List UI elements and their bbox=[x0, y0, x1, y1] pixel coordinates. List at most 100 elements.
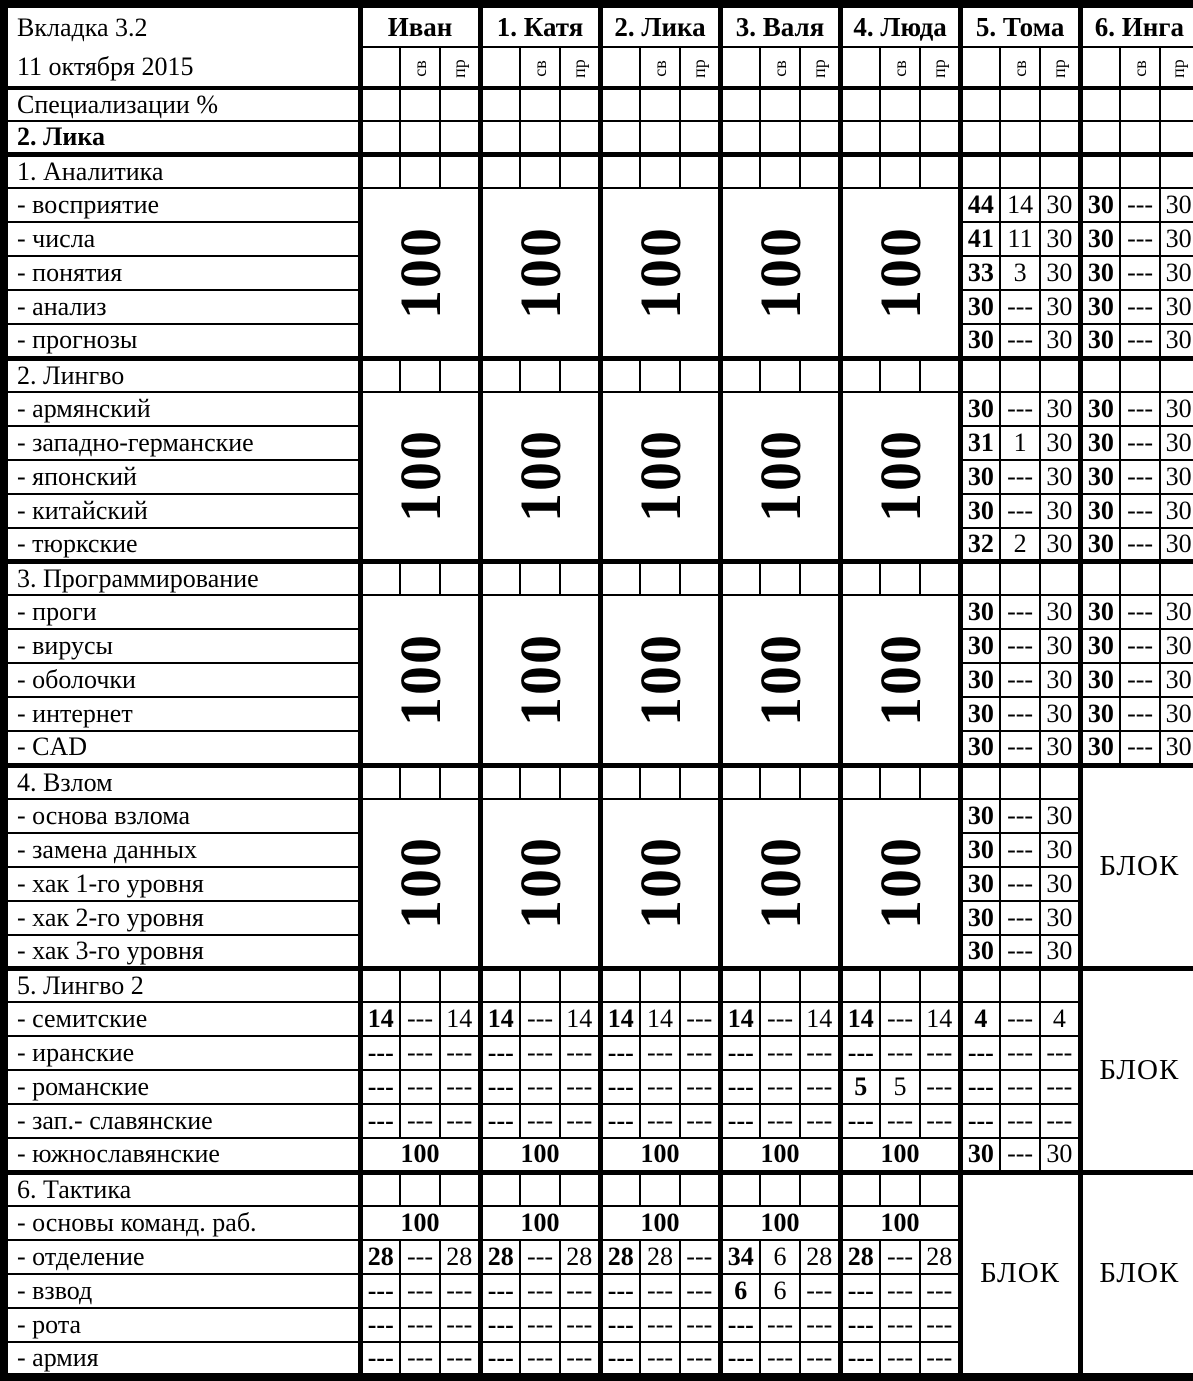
value-cell: 30 bbox=[1159, 323, 1193, 359]
empty-cell bbox=[399, 355, 441, 393]
value-cell: --- bbox=[999, 865, 1042, 902]
value-cell: --- bbox=[477, 1340, 522, 1378]
value-cell: --- bbox=[1119, 323, 1162, 359]
value-cell: --- bbox=[399, 1238, 441, 1275]
subcolumn-header: пр bbox=[1159, 46, 1193, 89]
value-cell: --- bbox=[438, 1306, 482, 1343]
empty-cell bbox=[799, 559, 842, 596]
value-cell: 14 bbox=[799, 1001, 842, 1037]
empty-cell bbox=[357, 762, 401, 800]
value-cell: 30 bbox=[957, 865, 1002, 902]
empty-cell bbox=[837, 966, 882, 1003]
empty-cell bbox=[477, 152, 522, 189]
empty-cell bbox=[519, 355, 562, 393]
empty-cell bbox=[597, 46, 642, 89]
empty-cell bbox=[559, 86, 602, 122]
merged-100-row-cell: 100 bbox=[717, 1204, 842, 1241]
value-cell: 30 bbox=[957, 390, 1002, 427]
value-cell: 30 bbox=[1039, 424, 1082, 461]
value-cell: 30 bbox=[1159, 662, 1193, 698]
value-cell: --- bbox=[519, 1272, 562, 1309]
value-cell: 30 bbox=[957, 696, 1002, 732]
value-cell: --- bbox=[597, 1272, 642, 1309]
subcolumn-header: св bbox=[639, 46, 682, 89]
subcolumn-header: св bbox=[1119, 46, 1162, 89]
row-label: - хак 3-го уровня bbox=[3, 933, 363, 970]
merged-100-row-cell: 100 bbox=[837, 1137, 962, 1173]
rotated-100-label: 100 bbox=[867, 225, 933, 319]
empty-cell bbox=[639, 559, 682, 596]
value-cell: 30 bbox=[1039, 289, 1082, 325]
empty-cell bbox=[1159, 86, 1193, 122]
value-cell: --- bbox=[639, 1272, 682, 1309]
empty-cell bbox=[1159, 355, 1193, 393]
empty-cell bbox=[519, 1169, 562, 1207]
value-cell: --- bbox=[597, 1340, 642, 1378]
row-label: - южнославянские bbox=[3, 1137, 363, 1173]
value-cell: 30 bbox=[1159, 492, 1193, 529]
empty-cell bbox=[957, 762, 1002, 800]
merged-100-cell: 100 bbox=[477, 594, 602, 766]
value-cell: 28 bbox=[597, 1238, 642, 1275]
value-cell: --- bbox=[399, 1035, 441, 1071]
empty-cell bbox=[957, 966, 1002, 1003]
empty-cell bbox=[639, 355, 682, 393]
empty-cell bbox=[799, 120, 842, 156]
value-cell: 30 bbox=[1159, 458, 1193, 495]
value-cell: --- bbox=[399, 1306, 441, 1343]
empty-cell bbox=[879, 559, 922, 596]
value-cell: --- bbox=[438, 1272, 482, 1309]
value-cell: --- bbox=[519, 1306, 562, 1343]
value-cell: --- bbox=[519, 1001, 562, 1037]
value-cell: 11 bbox=[999, 221, 1042, 257]
value-cell: --- bbox=[519, 1238, 562, 1275]
rotated-100-label: 100 bbox=[387, 429, 453, 523]
value-cell: --- bbox=[559, 1103, 602, 1139]
value-cell: --- bbox=[559, 1306, 602, 1343]
value-cell: --- bbox=[519, 1035, 562, 1071]
empty-cell bbox=[597, 120, 642, 156]
row-label: - западно-германские bbox=[3, 424, 363, 461]
empty-cell bbox=[919, 559, 962, 596]
value-cell: --- bbox=[1119, 628, 1162, 664]
value-cell: 30 bbox=[1159, 255, 1193, 291]
empty-cell bbox=[519, 966, 562, 1003]
value-cell: --- bbox=[799, 1272, 842, 1309]
empty-cell bbox=[799, 355, 842, 393]
value-cell: --- bbox=[1119, 187, 1162, 223]
value-cell: --- bbox=[1119, 662, 1162, 698]
value-cell: --- bbox=[559, 1272, 602, 1309]
empty-cell bbox=[559, 762, 602, 800]
value-cell: --- bbox=[799, 1069, 842, 1105]
value-cell: 30 bbox=[1077, 323, 1122, 359]
value-cell: --- bbox=[799, 1035, 842, 1071]
empty-cell bbox=[759, 559, 802, 596]
empty-cell bbox=[438, 966, 482, 1003]
value-cell: --- bbox=[399, 1272, 441, 1309]
value-cell: 28 bbox=[438, 1238, 482, 1275]
empty-cell bbox=[1119, 86, 1162, 122]
empty-cell bbox=[639, 152, 682, 189]
empty-cell bbox=[559, 152, 602, 189]
value-cell: 30 bbox=[1039, 492, 1082, 529]
row-label: - иранские bbox=[3, 1035, 363, 1071]
value-cell: 30 bbox=[1039, 1137, 1082, 1173]
empty-cell bbox=[679, 152, 722, 189]
empty-cell bbox=[717, 1169, 762, 1207]
value-cell: --- bbox=[999, 730, 1042, 766]
empty-cell bbox=[957, 120, 1002, 156]
value-cell: --- bbox=[759, 1103, 802, 1139]
column-header: 3. Валя bbox=[717, 2, 842, 49]
empty-cell bbox=[679, 966, 722, 1003]
value-cell: 30 bbox=[1077, 255, 1122, 291]
empty-cell bbox=[717, 762, 762, 800]
subcolumn-label: пр bbox=[1168, 59, 1189, 78]
empty-cell bbox=[679, 1169, 722, 1207]
rotated-100-label: 100 bbox=[867, 836, 933, 930]
value-cell: --- bbox=[399, 1069, 441, 1105]
row-label: - проги bbox=[3, 594, 363, 630]
value-cell: 28 bbox=[919, 1238, 962, 1275]
empty-cell bbox=[639, 762, 682, 800]
value-cell: --- bbox=[597, 1035, 642, 1071]
row-label: - отделение bbox=[3, 1238, 363, 1275]
